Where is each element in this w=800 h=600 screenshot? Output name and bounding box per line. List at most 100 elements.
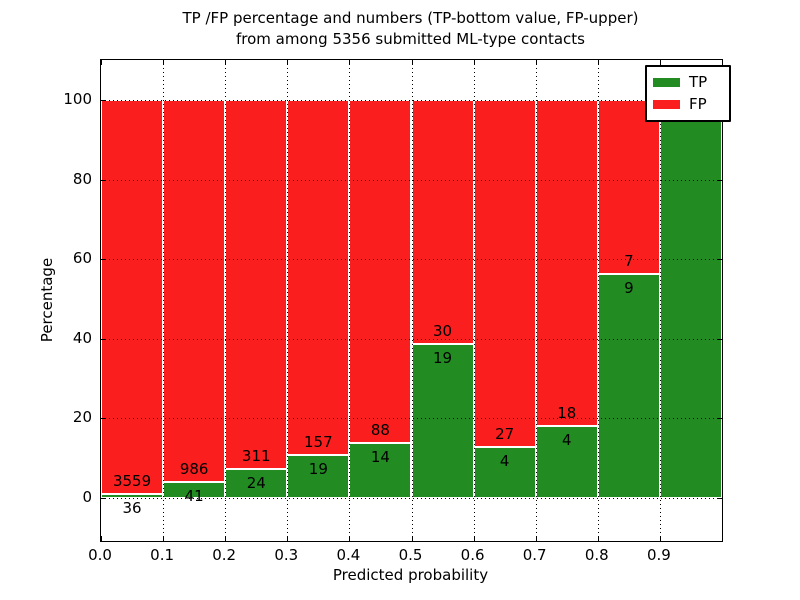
vertical-gridline (597, 60, 599, 541)
fp-count-label: 311 (241, 447, 271, 466)
x-tick-label: 0.3 (274, 546, 299, 564)
x-tick-mark (535, 536, 537, 541)
fp-count-label: 7 (624, 252, 634, 271)
plot-area: TP FP 3559 36 986 41 311 24 157 19 88 14 30 19 27 4 18… (100, 59, 731, 542)
legend-row-tp: TP (653, 71, 723, 93)
fp-count-label: 18 (557, 403, 577, 422)
x-tick-mark (411, 536, 413, 541)
y-tick-mark (101, 338, 106, 340)
x-tick-mark-top (163, 60, 165, 65)
y-tick-label: 80 (72, 169, 92, 188)
y-tick-mark-right (717, 179, 722, 181)
fp-bar-segment (349, 100, 412, 444)
x-tick-label: 0.4 (336, 546, 361, 564)
x-tick-mark (659, 536, 661, 541)
x-tick-mark-top (225, 60, 227, 65)
y-tick-mark-right (717, 418, 722, 420)
x-tick-label: 0.2 (212, 546, 237, 564)
tp-bar-segment (225, 469, 288, 498)
fp-count-label: 30 (433, 321, 453, 340)
y-tick-mark (101, 259, 106, 261)
tp-legend-swatch (653, 77, 680, 87)
tp-bar-segment (659, 100, 722, 498)
vertical-gridline (535, 60, 537, 541)
vertical-gridline (659, 60, 661, 541)
y-tick-label: 100 (63, 90, 92, 108)
y-tick-mark-right (717, 259, 722, 261)
vertical-gridline (411, 60, 413, 541)
chart-title-line-1: TP /FP percentage and numbers (TP-bottom… (182, 9, 639, 27)
fp-legend-swatch (653, 99, 680, 109)
fp-count-label: 3559 (112, 472, 152, 490)
x-tick-mark-top (659, 60, 661, 65)
fp-bar-segment (101, 100, 164, 494)
fp-legend-label: FP (689, 95, 707, 113)
x-tick-mark-top (535, 60, 537, 65)
x-tick-label: 0.1 (150, 546, 175, 564)
tp-legend-label: TP (689, 73, 708, 91)
fp-bar-segment (597, 100, 660, 275)
x-tick-mark (225, 536, 227, 541)
x-tick-mark (597, 536, 599, 541)
x-tick-label: 0.9 (646, 546, 671, 564)
tp-count-label: 14 (370, 448, 390, 467)
x-tick-mark-top (349, 60, 351, 65)
tp-count-label: 4 (561, 430, 572, 449)
tp-count-label: 36 (122, 499, 142, 517)
x-tick-mark (163, 536, 165, 541)
legend-row-fp: FP (653, 93, 723, 115)
x-tick-label: 0.5 (398, 546, 423, 564)
vertical-gridline (163, 60, 165, 541)
tp-count-label: 4 (499, 451, 510, 470)
tp-bar-segment (411, 343, 474, 498)
fp-bar-segment (411, 100, 474, 344)
y-tick-mark (101, 100, 106, 101)
x-tick-mark-top (411, 60, 413, 65)
tp-count-label: 24 (246, 474, 266, 493)
vertical-gridline (287, 60, 289, 541)
y-tick-mark (101, 498, 106, 499)
x-tick-mark-top (597, 60, 599, 65)
vertical-gridline (225, 60, 227, 541)
legend: TP FP (645, 65, 731, 122)
x-tick-mark (349, 536, 351, 541)
tp-bar-segment (287, 455, 350, 498)
x-tick-mark (473, 536, 475, 541)
tp-bar-segment (101, 494, 164, 498)
y-tick-mark (101, 418, 106, 420)
chart-title-line-2: from among 5356 submitted ML-type contac… (236, 30, 585, 48)
fp-bar-segment (225, 100, 288, 470)
y-tick-label: 40 (72, 328, 92, 347)
tp-count-label: 19 (433, 348, 453, 367)
vertical-gridline (349, 60, 351, 541)
y-tick-mark-right (717, 498, 722, 499)
fp-bar-segment (287, 100, 350, 456)
tp-count-label: 41 (184, 487, 204, 506)
y-tick-mark-right (717, 338, 722, 340)
x-tick-mark-top (101, 60, 102, 65)
fp-bar-segment (163, 100, 226, 483)
x-tick-mark (287, 536, 289, 541)
fp-count-label: 986 (179, 460, 209, 479)
tp-bar-segment (597, 274, 660, 498)
x-tick-mark-top (473, 60, 475, 65)
fp-count-label: 157 (304, 433, 333, 452)
fp-count-label: 27 (495, 424, 515, 443)
fp-bar-segment (535, 100, 598, 426)
vertical-gridline (473, 60, 475, 541)
x-tick-label: 0.6 (460, 546, 485, 564)
fp-count-label: 88 (370, 421, 390, 440)
y-tick-label: 60 (72, 249, 92, 268)
x-tick-label: 0.7 (522, 546, 547, 564)
y-tick-label: 0 (82, 488, 92, 506)
y-tick-label: 20 (72, 408, 92, 427)
fp-bar-segment (473, 100, 536, 447)
x-axis-label: Predicted probability (332, 566, 489, 584)
x-tick-label: 0.8 (584, 546, 609, 564)
x-tick-label: 0.0 (88, 546, 112, 564)
tp-count-label: 19 (308, 460, 328, 479)
x-tick-mark (101, 536, 102, 541)
x-tick-mark-top (287, 60, 289, 65)
y-tick-mark (101, 179, 106, 181)
